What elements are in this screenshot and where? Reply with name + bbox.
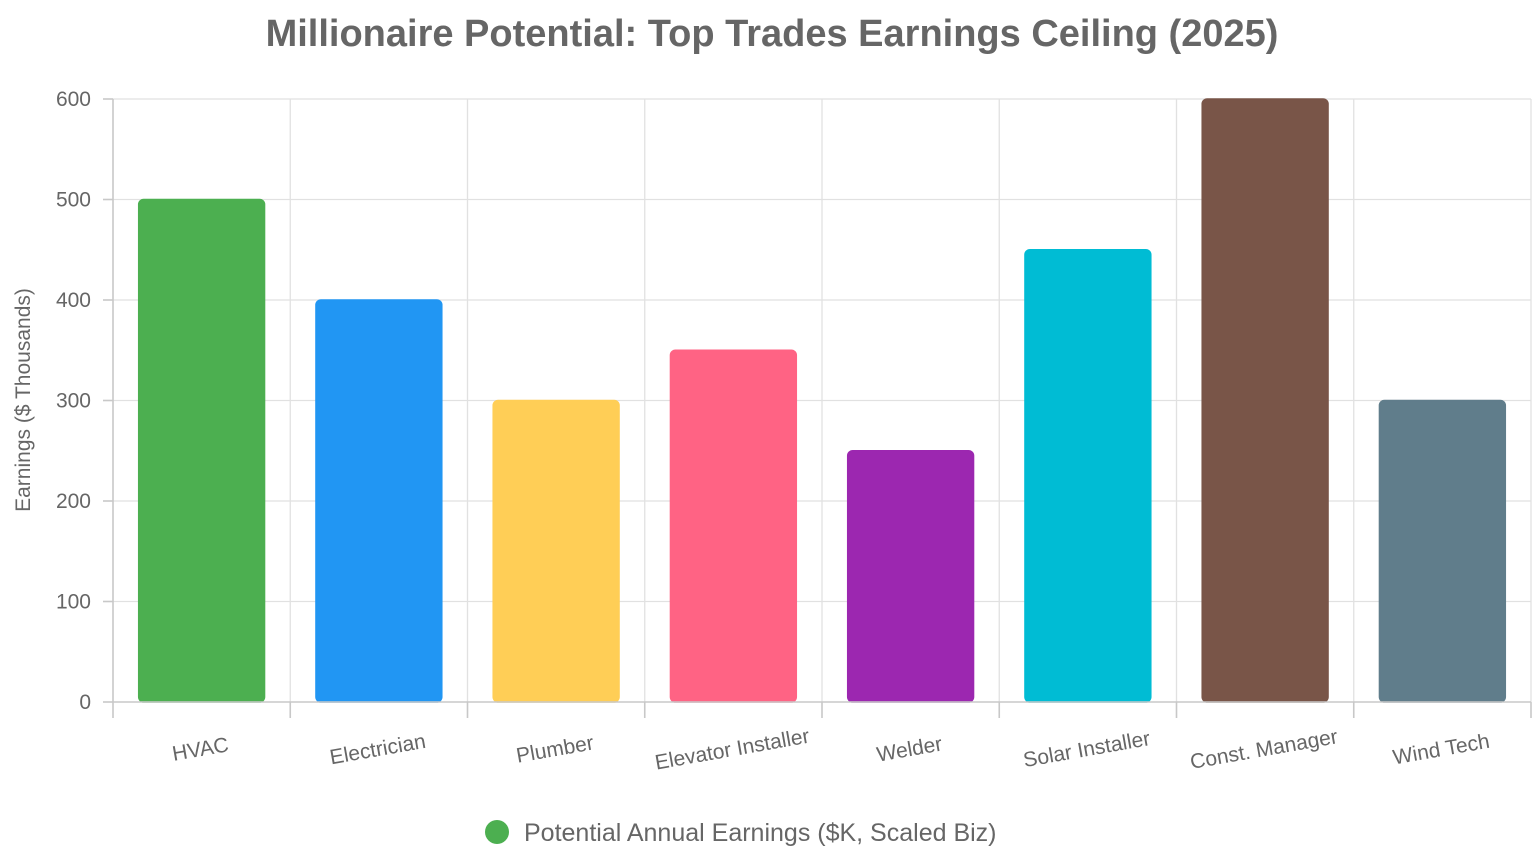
legend-label: Potential Annual Earnings ($K, Scaled Bi… (524, 819, 997, 847)
x-tick-label: Electrician (328, 730, 427, 769)
legend[interactable]: Potential Annual Earnings ($K, Scaled Bi… (485, 819, 997, 847)
x-tick-label: Wind Tech (1391, 730, 1491, 770)
bar-wind-tech[interactable] (1378, 399, 1507, 703)
chart-title: Millionaire Potential: Top Trades Earnin… (266, 13, 1279, 55)
bar-hvac[interactable] (137, 198, 266, 703)
legend-swatch (485, 820, 509, 844)
x-tick-label: Solar Installer (1022, 727, 1152, 772)
bar-electrician[interactable] (315, 299, 443, 703)
y-tick-label: 400 (56, 289, 91, 312)
x-tick-label: Plumber (514, 731, 595, 767)
x-tick-label: Elevator Installer (653, 725, 811, 775)
y-tick-label: 100 (56, 591, 91, 614)
bar-welder[interactable] (846, 450, 975, 703)
y-tick-label: 300 (56, 390, 91, 413)
x-tick-label: Const. Manager (1188, 725, 1339, 774)
x-tick-labels: HVAC Electrician Plumber Elevator Installer… (171, 725, 1492, 775)
axes (103, 98, 1532, 718)
y-tick-label: 200 (56, 490, 91, 513)
y-tick-labels: 0 100 200 300 400 500 600 (56, 88, 91, 714)
y-axis-title: Earnings ($ Thousands) (12, 288, 35, 512)
bar-const-manager[interactable] (1201, 98, 1329, 703)
y-tick-label: 500 (56, 189, 91, 212)
bar-solar-installer[interactable] (1024, 249, 1152, 703)
x-tick-label: Welder (875, 733, 944, 767)
bar-elevator-installer[interactable] (669, 349, 798, 703)
x-tick-label: HVAC (171, 733, 231, 766)
bar-plumber[interactable] (492, 399, 620, 703)
y-tick-label: 600 (56, 88, 91, 111)
y-tick-label: 0 (79, 691, 91, 714)
